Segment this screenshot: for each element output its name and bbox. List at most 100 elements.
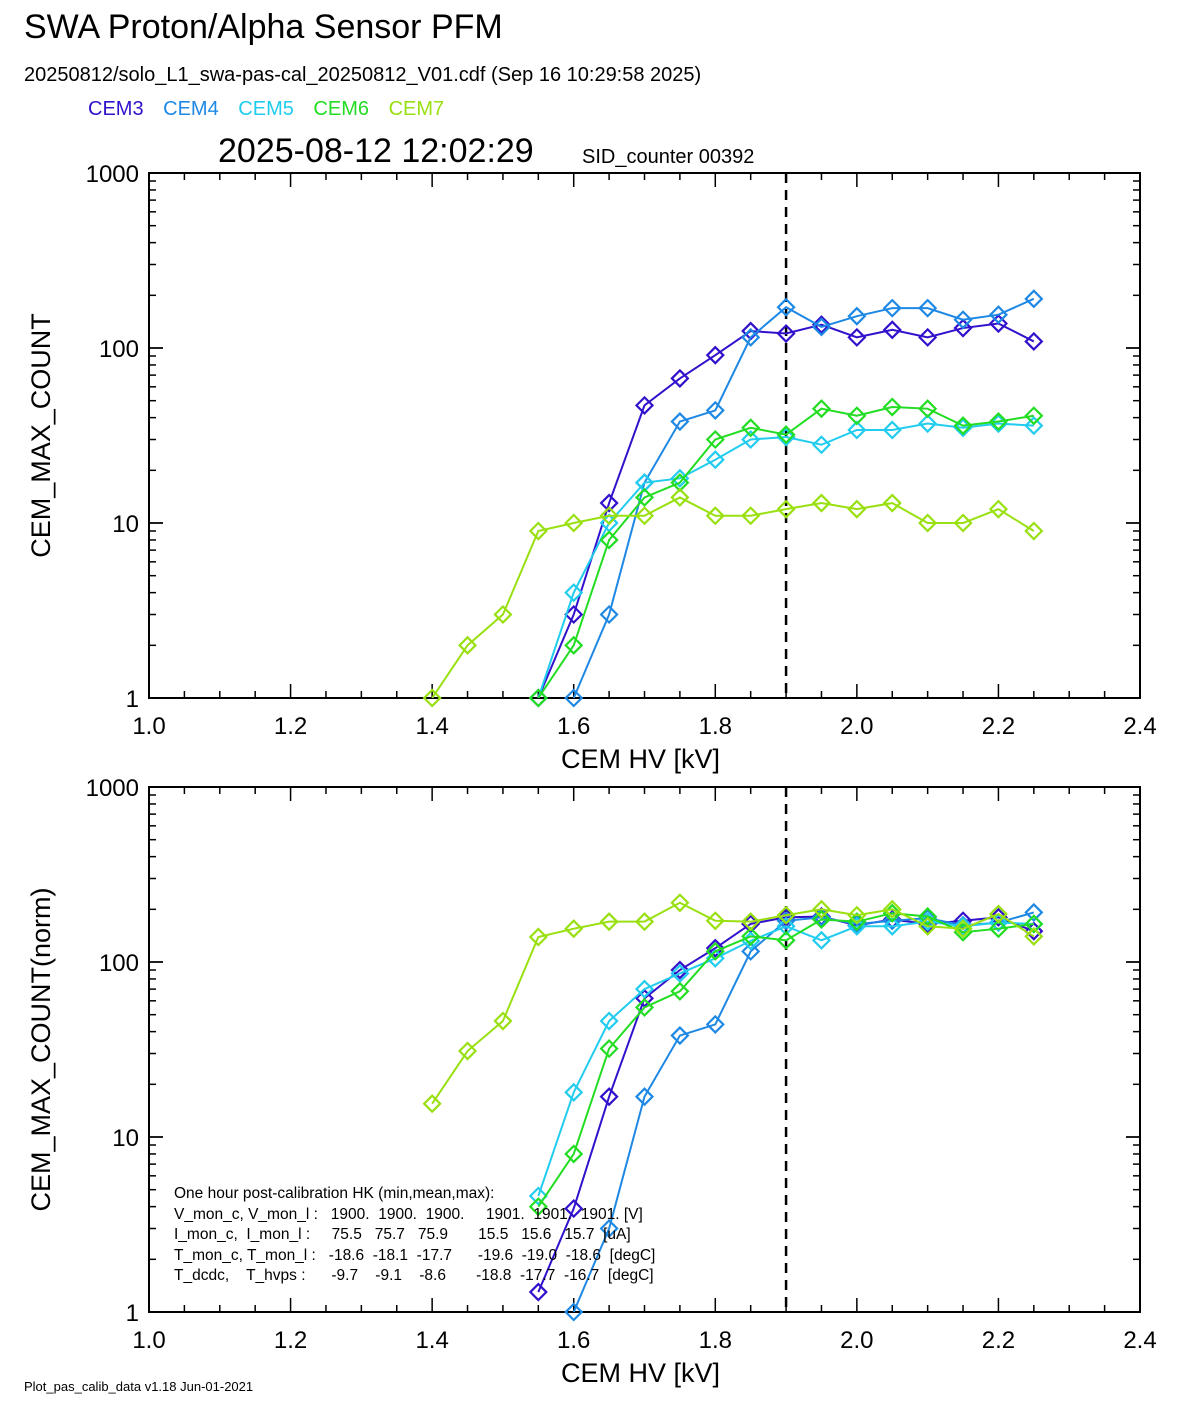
data-point-cem3 <box>634 988 655 1008</box>
x-tick-label: 1.4 <box>415 1327 448 1354</box>
data-point-cem6 <box>741 418 761 438</box>
data-point-cem7 <box>599 506 619 526</box>
data-point-cem5 <box>599 1011 619 1031</box>
y-tick-label: 10 <box>112 511 139 538</box>
series-line-cem5 <box>537 920 1034 1197</box>
x-tick-label: 1.6 <box>557 1327 590 1354</box>
legend-entry-cem5: CEM5 <box>238 98 294 120</box>
data-point-cem7 <box>599 912 619 932</box>
x-tick-label: 1.8 <box>699 1327 732 1354</box>
data-point-cem7 <box>741 506 761 526</box>
footer-version: Plot_pas_calib_data v1.18 Jun-01-2021 <box>24 1379 254 1394</box>
hk-line: V_mon_c, V_mon_l : 1900. 1900. 1900. 190… <box>174 1205 643 1223</box>
data-point-cem4 <box>705 1014 725 1034</box>
data-point-cem6 <box>882 397 902 417</box>
data-point-cem4 <box>918 298 938 318</box>
data-point-cem7 <box>1024 521 1044 541</box>
y-tick-label: 1 <box>126 686 139 713</box>
data-point-cem6 <box>564 635 584 655</box>
timestamp: 2025-08-12 12:02:29 <box>218 132 534 170</box>
data-point-cem7 <box>988 904 1008 924</box>
legend: CEM3 CEM4 CEM5 CEM6 CEM7 <box>88 98 458 121</box>
data-point-cem4 <box>1024 902 1044 922</box>
y-tick-label: 1000 <box>86 775 139 802</box>
x-tick-label: 2.2 <box>982 713 1015 740</box>
data-point-cem5 <box>953 916 973 936</box>
legend-entry-cem3: CEM3 <box>88 98 144 120</box>
data-point-cem6 <box>918 906 938 927</box>
data-point-cem6 <box>1024 406 1044 426</box>
data-point-cem4 <box>599 604 619 625</box>
data-point-cem7 <box>953 919 973 939</box>
data-point-cem5 <box>670 963 690 984</box>
data-point-cem6 <box>988 919 1008 939</box>
data-point-cem5 <box>564 1082 584 1102</box>
data-point-cem7 <box>953 513 973 533</box>
data-point-cem7 <box>1024 926 1044 946</box>
data-point-cem5 <box>741 429 761 450</box>
series-line-cem5 <box>537 422 1034 698</box>
data-point-cem3 <box>528 1282 548 1302</box>
data-point-cem6 <box>564 1144 584 1164</box>
data-point-cem6 <box>811 399 832 419</box>
data-point-cem7 <box>564 919 584 939</box>
data-point-cem3 <box>953 318 973 338</box>
data-point-cem6 <box>705 429 725 450</box>
data-point-cem3 <box>564 604 584 625</box>
data-point-cem4 <box>811 317 832 337</box>
data-point-cem7 <box>988 499 1008 519</box>
y-tick-label: 100 <box>99 950 139 977</box>
data-point-cem3 <box>599 493 619 513</box>
x-tick-label: 2.0 <box>840 1327 873 1354</box>
data-point-cem7 <box>882 899 902 919</box>
data-point-cem4 <box>741 941 761 961</box>
file-subtitle: 20250812/solo_L1_swa-pas-cal_20250812_V0… <box>24 64 702 86</box>
data-point-cem6 <box>634 487 655 507</box>
data-point-cem5 <box>811 435 832 455</box>
data-point-cem6 <box>528 1197 548 1217</box>
x-tick-label: 1.2 <box>274 713 307 740</box>
x-tick-label: 1.4 <box>415 713 448 740</box>
data-point-cem6 <box>811 909 832 930</box>
data-point-cem4 <box>988 305 1008 325</box>
data-point-cem4 <box>953 310 973 330</box>
data-point-cem7 <box>457 1041 478 1061</box>
sid-counter: SID_counter 00392 <box>582 146 755 168</box>
data-point-cem5 <box>705 948 725 968</box>
hk-line: T_dcdc, T_hvps : -9.7 -9.1 -8.6 -18.8 -1… <box>174 1267 654 1285</box>
data-point-cem4 <box>741 327 761 347</box>
data-point-cem4 <box>811 907 832 927</box>
data-point-cem7 <box>847 499 867 519</box>
data-point-cem3 <box>670 368 690 388</box>
hk-table: One hour post-calibration HK (min,mean,m… <box>174 1184 655 1287</box>
data-point-cem3 <box>1024 331 1044 352</box>
data-point-cem5 <box>1024 416 1044 436</box>
data-point-cem3 <box>988 907 1008 927</box>
data-point-cem7 <box>493 604 513 625</box>
data-point-cem7 <box>776 905 796 925</box>
plot-frame <box>148 172 1141 699</box>
y-tick-label: 1 <box>126 1300 139 1327</box>
data-point-cem3 <box>599 1087 619 1107</box>
data-point-cem6 <box>634 997 655 1017</box>
data-point-cem7 <box>776 499 796 519</box>
data-point-cem7 <box>422 688 442 708</box>
data-point-cem6 <box>705 941 725 961</box>
data-point-cem7 <box>882 493 902 513</box>
data-point-cem7 <box>705 506 725 526</box>
y-axis-label: CEM_MAX_COUNT(norm) <box>26 887 56 1211</box>
data-point-cem7 <box>741 912 761 932</box>
data-point-cem7 <box>918 916 938 936</box>
data-point-cem7 <box>847 905 867 925</box>
hk-line: One hour post-calibration HK (min,mean,m… <box>174 1185 495 1202</box>
data-point-cem3 <box>705 345 725 365</box>
data-point-cem7 <box>634 912 655 932</box>
series-line-cem7 <box>431 901 1035 1105</box>
x-tick-label: 2.4 <box>1123 1327 1156 1354</box>
data-point-cem6 <box>776 425 796 445</box>
x-tick-label: 2.2 <box>982 1327 1015 1354</box>
data-point-cem7 <box>918 513 938 533</box>
hk-line: I_mon_c, I_mon_l : 75.5 75.7 75.9 15.5 1… <box>174 1226 631 1244</box>
data-point-cem3 <box>882 320 902 340</box>
